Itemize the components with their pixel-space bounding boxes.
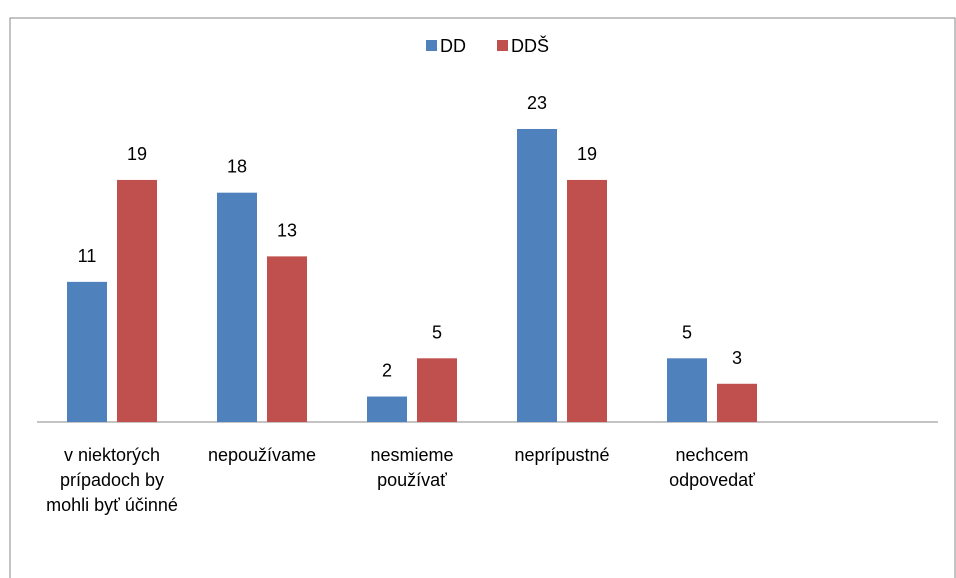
bar [567, 179, 607, 422]
data-label: 5 [432, 322, 442, 342]
data-label: 13 [277, 220, 297, 240]
data-label: 19 [577, 144, 597, 164]
x-tick-label: nechcem odpovedať [669, 445, 755, 490]
x-tick-label: nesmieme používať [370, 445, 454, 490]
legend-label: DDŠ [511, 35, 549, 56]
data-label: 5 [682, 322, 692, 342]
bar [517, 128, 557, 423]
bar [717, 383, 757, 422]
bar [367, 396, 407, 422]
bar [417, 358, 457, 422]
bar [267, 256, 307, 422]
bar [667, 358, 707, 422]
x-tick-label: nepoužívame [207, 445, 317, 465]
bar [67, 281, 107, 422]
legend-swatch [497, 40, 508, 51]
legend-label: DD [440, 36, 466, 56]
data-label: 23 [527, 93, 547, 113]
chart-frame [9, 17, 956, 578]
x-tick-label: neprípustné [514, 445, 610, 465]
data-label: 11 [78, 246, 97, 266]
data-label: 19 [127, 144, 147, 164]
x-tick-label: v niektorých prípadoch by mohli byť účin… [46, 445, 178, 515]
data-label: 3 [732, 348, 742, 368]
bar [117, 179, 157, 422]
bar [217, 192, 257, 422]
data-label: 18 [227, 157, 247, 177]
data-label: 2 [382, 361, 392, 381]
legend-swatch [426, 40, 437, 51]
